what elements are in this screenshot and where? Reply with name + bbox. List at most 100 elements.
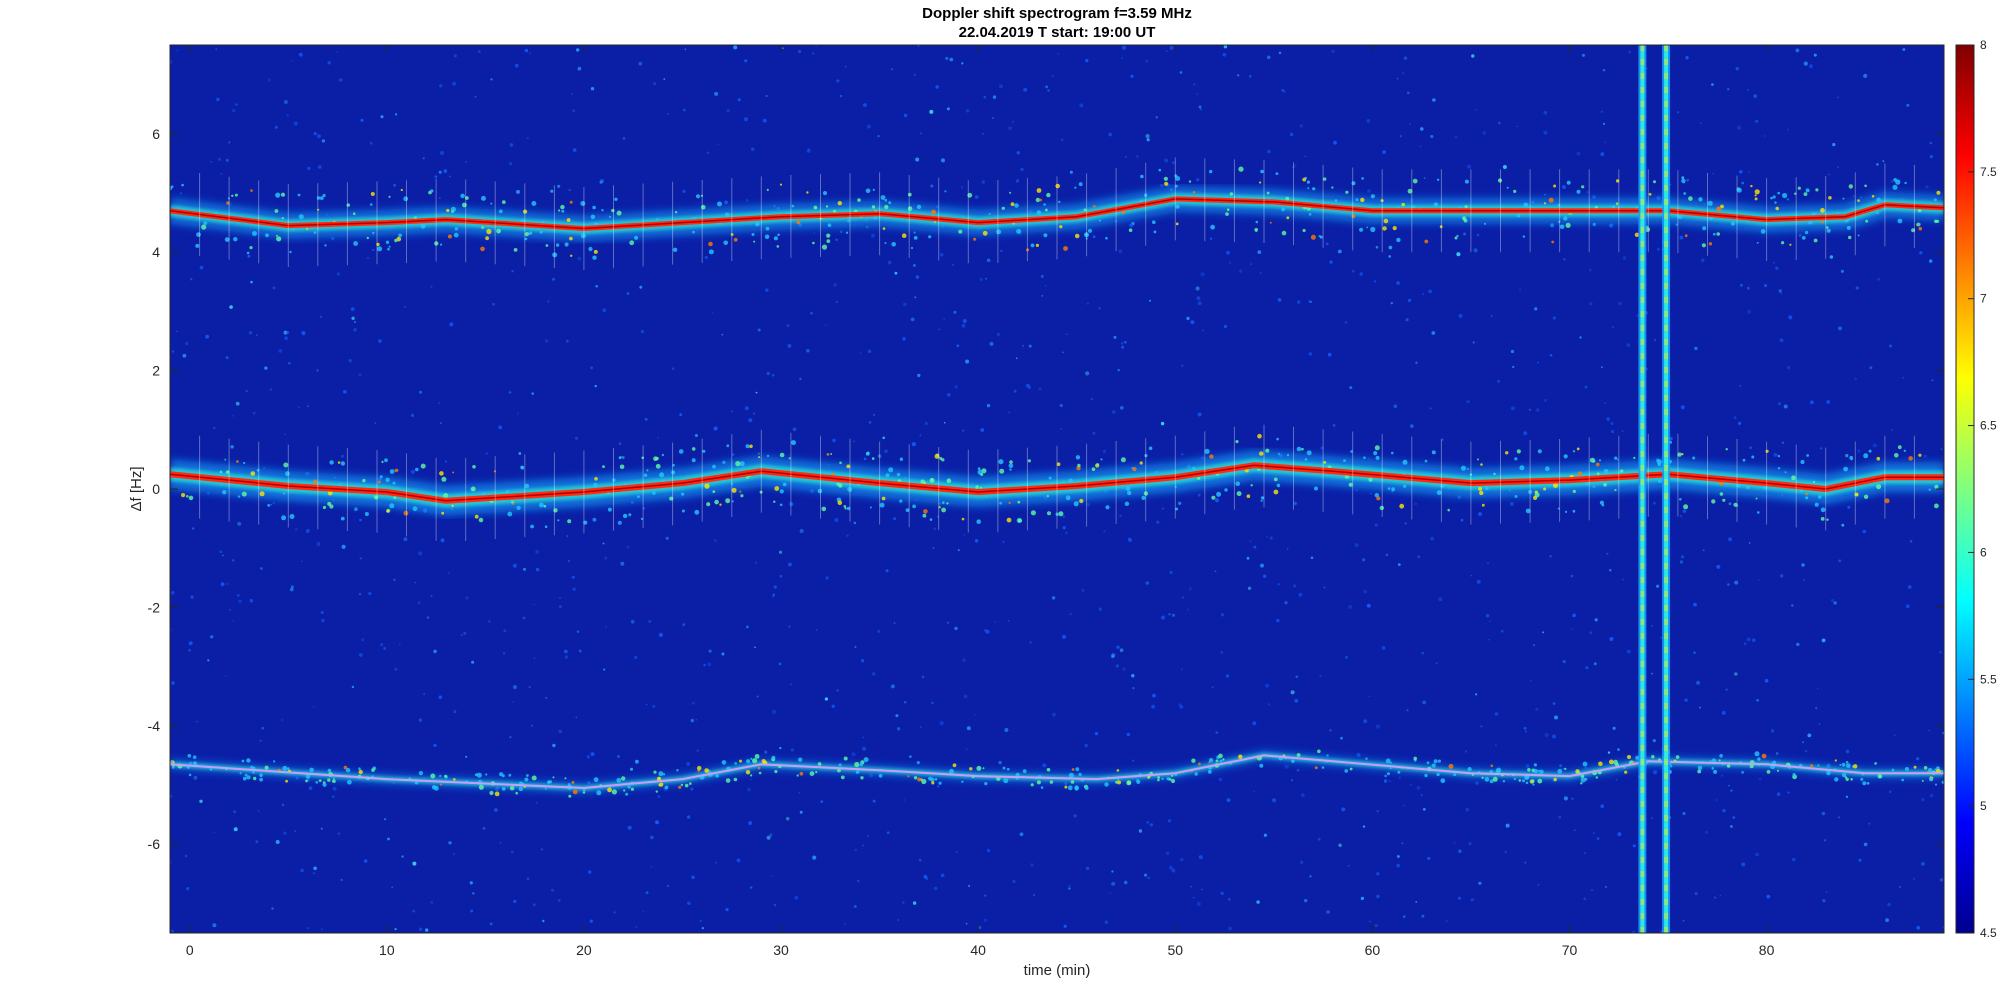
noise-speckle: [1816, 687, 1819, 690]
noise-speckle: [965, 108, 970, 113]
noise-speckle: [1375, 724, 1380, 729]
signal-speckle: [873, 215, 877, 220]
signal-speckle: [1718, 759, 1721, 762]
signal-speckle: [641, 456, 644, 460]
noise-speckle: [1344, 321, 1348, 324]
noise-speckle: [1249, 540, 1252, 543]
noise-speckle: [327, 61, 331, 65]
noise-speckle: [1040, 274, 1044, 278]
noise-speckle: [1416, 785, 1421, 790]
noise-speckle: [1225, 674, 1230, 678]
signal-speckle: [1389, 767, 1392, 770]
noise-speckle: [414, 581, 417, 584]
signal-speckle: [1085, 237, 1088, 240]
y-tick-label: 6: [152, 126, 160, 142]
noise-speckle: [939, 721, 944, 726]
noise-speckle: [903, 799, 906, 801]
interference-segment: [1640, 619, 1645, 625]
signal-speckle: [372, 766, 377, 771]
interference-segment: [1640, 913, 1645, 919]
signal-speckle: [478, 517, 484, 523]
signal-speckle: [1736, 187, 1742, 193]
noise-speckle: [372, 248, 375, 252]
noise-speckle: [1419, 145, 1422, 148]
noise-speckle: [839, 94, 843, 98]
noise-speckle: [264, 366, 268, 370]
noise-speckle: [862, 746, 867, 751]
noise-speckle: [650, 866, 653, 869]
noise-speckle: [1622, 256, 1627, 260]
noise-speckle: [575, 436, 578, 440]
signal-speckle: [1301, 447, 1304, 451]
noise-speckle: [360, 118, 364, 122]
noise-speckle: [652, 704, 656, 709]
noise-speckle: [772, 595, 775, 598]
signal-speckle: [1750, 184, 1753, 188]
noise-speckle: [1736, 125, 1742, 130]
noise-speckle: [872, 799, 876, 803]
noise-speckle: [551, 888, 554, 892]
noise-speckle: [1628, 50, 1632, 54]
noise-speckle: [1286, 548, 1289, 550]
interference-segment: [1640, 577, 1645, 583]
signal-speckle: [733, 777, 738, 782]
noise-speckle: [690, 787, 694, 791]
noise-speckle: [425, 928, 429, 932]
signal-speckle: [1713, 769, 1718, 774]
signal-speckle: [1334, 199, 1338, 202]
signal-speckle: [681, 509, 685, 513]
signal-speckle: [1207, 769, 1212, 774]
noise-speckle: [1124, 155, 1127, 158]
noise-speckle: [754, 561, 757, 564]
signal-speckle: [752, 758, 758, 764]
signal-speckle: [691, 458, 696, 463]
signal-speckle: [1211, 495, 1216, 500]
signal-speckle: [358, 769, 363, 775]
noise-speckle: [1432, 98, 1436, 102]
noise-speckle: [176, 49, 179, 52]
noise-speckle: [1098, 306, 1102, 310]
noise-speckle: [1906, 103, 1910, 107]
noise-speckle: [747, 787, 751, 792]
signal-speckle: [588, 246, 593, 252]
noise-speckle: [933, 886, 938, 891]
signal-speckle: [1314, 486, 1318, 491]
noise-speckle: [535, 550, 539, 554]
noise-speckle: [914, 296, 917, 299]
noise-speckle: [1585, 666, 1589, 670]
noise-speckle: [228, 608, 231, 611]
noise-speckle: [511, 850, 514, 854]
noise-speckle: [943, 421, 946, 424]
noise-speckle: [342, 389, 347, 394]
noise-speckle: [508, 391, 512, 394]
signal-speckle: [1365, 757, 1368, 760]
noise-speckle: [1047, 89, 1050, 92]
noise-speckle: [1146, 821, 1149, 824]
noise-speckle: [1283, 91, 1286, 93]
noise-speckle: [488, 620, 491, 623]
noise-speckle: [1309, 875, 1312, 878]
signal-speckle: [1222, 758, 1225, 761]
noise-speckle: [965, 922, 968, 925]
noise-speckle: [807, 148, 810, 151]
noise-speckle: [1838, 326, 1842, 331]
signal-speckle: [1163, 176, 1168, 181]
noise-speckle: [237, 521, 242, 526]
noise-speckle: [1382, 150, 1386, 154]
noise-speckle: [1319, 674, 1322, 678]
signal-speckle: [289, 250, 292, 254]
interference-segment: [1640, 437, 1645, 443]
signal-speckle: [1360, 197, 1365, 203]
noise-speckle: [1012, 879, 1016, 884]
signal-speckle: [201, 224, 207, 230]
noise-speckle: [877, 454, 882, 458]
signal-speckle: [643, 473, 648, 477]
noise-speckle: [890, 684, 895, 689]
noise-speckle: [1792, 857, 1796, 862]
signal-speckle: [580, 233, 587, 239]
y-tick-label: -4: [148, 718, 161, 734]
noise-speckle: [482, 827, 486, 830]
noise-speckle: [854, 848, 858, 852]
signal-speckle: [486, 228, 492, 235]
noise-speckle: [439, 150, 445, 156]
